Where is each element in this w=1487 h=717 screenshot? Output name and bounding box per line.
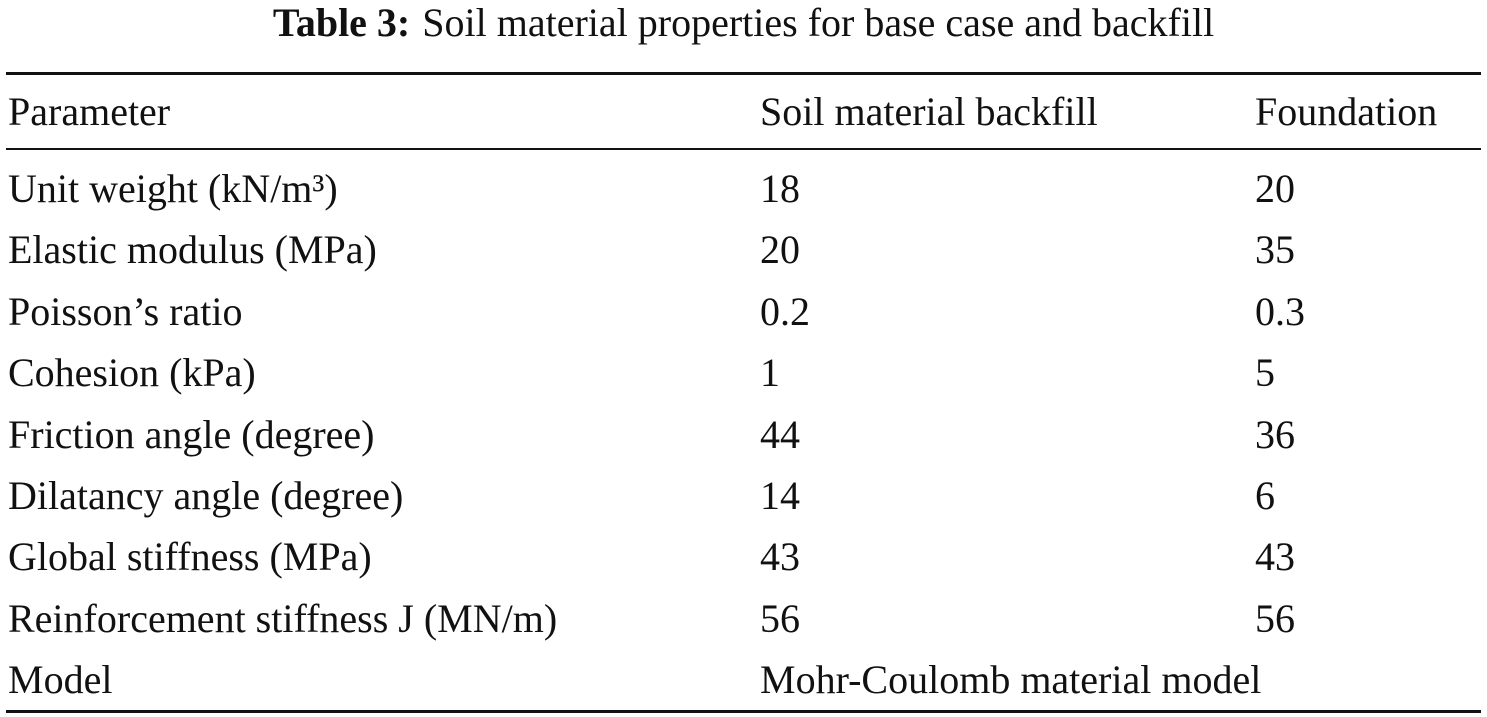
table-cell: 43	[760, 534, 800, 580]
table-cell: 5	[1255, 350, 1275, 396]
row-label: Model	[8, 657, 113, 703]
table-cell: 18	[760, 166, 800, 211]
table-cell: 56	[760, 595, 800, 641]
table-cell: 20	[1255, 166, 1295, 211]
table-cell: 1	[760, 350, 780, 396]
row-label: Elastic modulus (MPa)	[8, 227, 377, 273]
table-cell: 43	[1255, 534, 1295, 580]
header-cell: Soil material backfill	[760, 89, 1098, 134]
table-cell: 20	[760, 227, 800, 273]
row-label: Reinforcement stiffness J (MN/m)	[8, 595, 558, 641]
header-cell: Foundation	[1255, 89, 1438, 134]
header-rule	[6, 148, 1481, 150]
table-cell: Mohr-Coulomb material model	[760, 657, 1262, 703]
row-label: Unit weight (kN/m³)	[8, 166, 338, 211]
row-label: Global stiffness (MPa)	[8, 534, 372, 580]
bottom-rule	[6, 710, 1481, 713]
table-cell: 44	[760, 411, 800, 457]
table-cell: 6	[1255, 473, 1275, 518]
top-rule	[6, 72, 1481, 75]
caption-label: Table 3:	[272, 0, 411, 45]
row-label: Dilatancy angle (degree)	[8, 473, 404, 518]
table-cell: 0.2	[760, 288, 810, 334]
table-cell: 0.3	[1255, 288, 1305, 334]
table-cell: 35	[1255, 227, 1295, 273]
table-cell: 56	[1255, 595, 1295, 641]
header-cell: Parameter	[8, 89, 171, 134]
table-cell: 14	[760, 473, 800, 518]
row-label: Cohesion (kPa)	[8, 350, 256, 396]
table-cell: 36	[1255, 411, 1295, 457]
table-caption: Table 3: Soil material properties for bas…	[0, 0, 1487, 46]
caption-text: Soil material properties for base case a…	[422, 0, 1215, 45]
row-label: Poisson’s ratio	[8, 288, 243, 334]
row-label: Friction angle (degree)	[8, 411, 375, 457]
